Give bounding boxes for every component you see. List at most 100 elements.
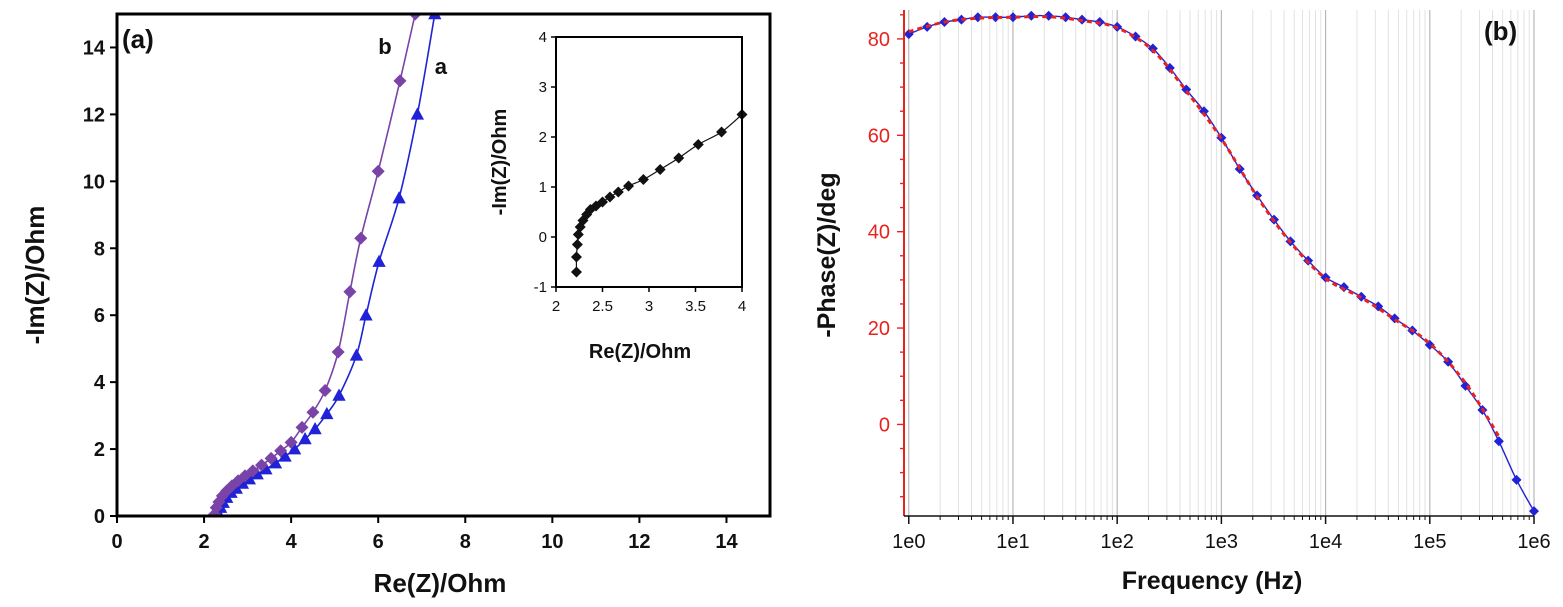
- panel-b: 1e0 1e1 1e2 1e3 1e4 1e5 1e6 0 20 40 60 80 (b) Frequ…: [813, 10, 1551, 595]
- series-a-point: [332, 388, 346, 401]
- series-b-point: [306, 405, 320, 419]
- panel-a-x-axis-title: Re(Z)/Ohm: [374, 568, 507, 598]
- measured-series-point: [1529, 506, 1539, 517]
- series-b-point: [284, 435, 298, 449]
- panel-a-x-tick-label: 8: [460, 531, 471, 553]
- panel-a-label: (a): [122, 24, 154, 54]
- inset-series-point: [654, 164, 666, 175]
- panel-a-y-tick-label: 14: [83, 37, 106, 59]
- series-b-point: [408, 14, 422, 21]
- panel-b-axes: [903, 10, 1534, 517]
- inset-series-point: [571, 239, 583, 250]
- inset-y-tick-label: 1: [539, 179, 547, 196]
- series-a-point: [250, 467, 264, 480]
- inset-y-axis-title: -Im(Z)/Ohm: [489, 109, 511, 216]
- panel-b-y-tick-label: 0: [879, 414, 890, 436]
- inset-y-tick-label: 3: [539, 79, 547, 96]
- inset-series-point: [604, 191, 616, 203]
- panel-b-y-tick-label: 80: [868, 29, 890, 51]
- series-a-point: [211, 519, 224, 531]
- panel-b-y-tick-label: 60: [868, 125, 890, 147]
- series-b-label: b: [378, 34, 391, 59]
- panel-b-label: (b): [1484, 16, 1517, 46]
- measured-series-point: [1026, 10, 1037, 21]
- inset-y-tick-label: 0: [539, 229, 547, 246]
- inset-series-point: [572, 229, 584, 240]
- measured-series-point: [990, 12, 1001, 23]
- inset-x-tick-label: 3.5: [685, 298, 706, 315]
- series-a-point: [359, 308, 373, 321]
- inset-series-point: [716, 126, 728, 138]
- panel-a-x-tick-label: 10: [541, 531, 563, 553]
- inset-x-tick-label: 2: [552, 298, 560, 315]
- panel-b-series-layer: [903, 10, 1539, 517]
- measured-series-point: [1043, 10, 1054, 21]
- series-b-point: [331, 345, 345, 359]
- series-b-point: [255, 458, 269, 472]
- series-b-point: [264, 451, 278, 465]
- series-b-point: [318, 384, 332, 397]
- panel-a-x-tick-label: 14: [715, 531, 738, 553]
- series-b-point: [343, 285, 357, 299]
- inset-series-layer: [570, 109, 748, 278]
- inset-series-point: [623, 180, 635, 192]
- panel-a-x-tick-label: 2: [199, 531, 210, 553]
- panel-b-y-tick-label: 40: [868, 222, 890, 244]
- fit-series-line: [908, 15, 1501, 438]
- inset-background: [556, 37, 742, 287]
- series-b-point: [393, 74, 407, 88]
- inset-series-point: [597, 196, 608, 208]
- measured-series-point: [972, 12, 983, 23]
- inset-series-point: [692, 139, 704, 150]
- panel-b-x-tick-label: 1e6: [1517, 531, 1550, 553]
- series-a-point: [392, 191, 406, 204]
- series-a-point: [349, 348, 364, 361]
- series-a-label: a: [435, 54, 448, 79]
- panel-a-y-tick-label: 12: [83, 104, 105, 126]
- series-b-point: [371, 164, 385, 178]
- panel-a-y-tick-label: 6: [94, 305, 105, 327]
- inset-series-point: [673, 152, 685, 164]
- series-a-point: [298, 432, 312, 445]
- series-b-point: [274, 444, 288, 458]
- series-b-point: [354, 231, 368, 245]
- panel-b-x-tick-label: 1e4: [1309, 531, 1342, 553]
- series-b-point: [246, 464, 260, 478]
- panel-a-plot-frame: [115, 12, 772, 518]
- panel-a-y-axis-title: -Im(Z)/Ohm: [20, 206, 50, 345]
- series-a-point: [410, 107, 425, 120]
- panel-b-y-axis-title: -Phase(Z)/deg: [813, 172, 841, 337]
- inset-x-axis-title: Re(Z)/Ohm: [589, 341, 691, 363]
- inset-y-tick-label: 4: [539, 29, 547, 46]
- panel-a-x-tick-label: 4: [286, 531, 298, 553]
- panel-a-y-tick-label: 0: [94, 506, 105, 528]
- inset-y-tick-label: -1: [534, 279, 547, 296]
- panel-a-inset: 2 2.5 3 3.5 4 -1 0 1 2 3 4 Re(Z)/Ohm -Im(Z)/Ohm: [489, 29, 748, 363]
- series-a-point: [308, 421, 322, 435]
- series-b: [208, 14, 422, 516]
- series-b-point: [295, 420, 309, 434]
- panel-a-y-tick-label: 2: [94, 439, 105, 461]
- inset-x-tick-label: 3: [645, 298, 653, 315]
- panel-a-y-tick-label: 4: [94, 372, 106, 394]
- panel-b-y-tick-label: 20: [868, 318, 890, 340]
- inset-series-point: [570, 251, 582, 263]
- series-a-point: [259, 462, 273, 475]
- series-b-line: [213, 14, 416, 516]
- panel-a-y-tick-label: 10: [83, 171, 105, 193]
- panel-a-series-layer: [208, 14, 442, 531]
- panel-b-x-tick-label: 1e2: [1100, 531, 1133, 553]
- measured-series-point: [1060, 12, 1071, 23]
- series-a: [211, 14, 442, 531]
- series-a-point: [372, 254, 386, 267]
- inset-series-point: [612, 186, 624, 198]
- panel-b-x-axis-title: Frequency (Hz): [1122, 567, 1303, 595]
- series-a-point: [320, 406, 334, 420]
- series-a-point: [287, 442, 302, 455]
- panel-b-x-tick-label: 1e0: [892, 531, 925, 553]
- panel-a-x-tick-label: 12: [628, 531, 650, 553]
- inset-series-point: [637, 174, 649, 185]
